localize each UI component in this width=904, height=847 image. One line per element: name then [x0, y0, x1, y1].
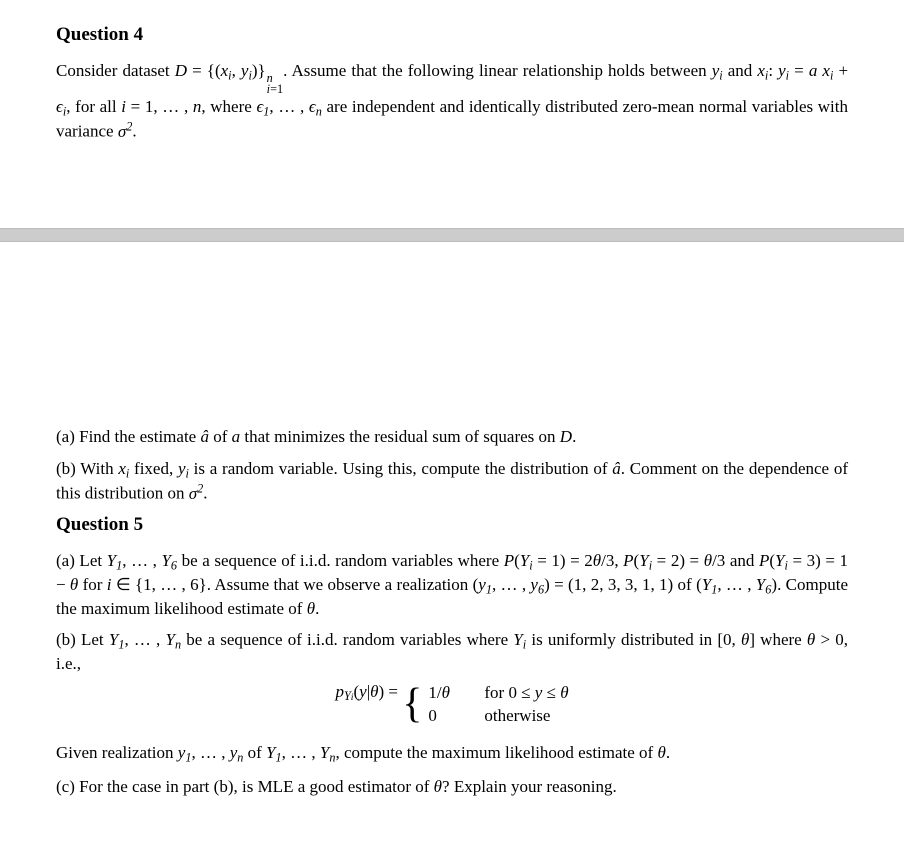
text: . [315, 599, 319, 618]
page-top: Question 4 Consider dataset D = {(xi, yi… [0, 0, 904, 192]
text: . [572, 427, 576, 446]
text: is uniformly distributed in [526, 630, 717, 649]
text: (b) Let [56, 630, 109, 649]
text: , for all [66, 97, 121, 116]
text: for [78, 575, 106, 594]
text: , where [201, 97, 256, 116]
case-val: 0 [428, 705, 466, 728]
text: is a random variable. Using this, comput… [189, 459, 612, 478]
q5-b-formula: pYi(y|θ) = { 1/θ for 0 ≤ y ≤ θ 0 otherwi… [56, 682, 848, 728]
q5-heading: Question 5 [56, 514, 848, 536]
text: Consider dataset [56, 61, 175, 80]
q5-a: (a) Let Y1, … , Y6 be a sequence of i.i.… [56, 550, 848, 619]
text: (b) With [56, 459, 118, 478]
q4-a: (a) Find the estimate â of a that minimi… [56, 426, 848, 447]
text: of [209, 427, 232, 446]
q5-b2: Given realization y1, … , yn of Y1, … , … [56, 742, 848, 766]
text: . Assume that we observe a realization [207, 575, 473, 594]
section-divider [0, 228, 904, 242]
q4-b: (b) With xi fixed, yi is a random variab… [56, 458, 848, 505]
text: and [723, 61, 758, 80]
text: . [203, 484, 207, 503]
q5-b: (b) Let Y1, … , Yn be a sequence of i.i.… [56, 629, 848, 674]
text: and [725, 551, 759, 570]
text: of [673, 575, 696, 594]
page-bottom: (a) Find the estimate â of a that minimi… [0, 402, 904, 846]
text: be a sequence of i.i.d. random variables… [177, 551, 504, 570]
text: (a) Let [56, 551, 107, 570]
case-cond: for 0 ≤ y ≤ θ [484, 682, 568, 705]
text: ? Explain your reasoning. [442, 777, 617, 796]
spacer [0, 192, 904, 228]
text: fixed, [129, 459, 178, 478]
text: Given realization [56, 743, 178, 762]
text: be a sequence of i.i.d. random variables… [181, 630, 513, 649]
text: : [768, 61, 778, 80]
text: . Assume that the following linear relat… [283, 61, 712, 80]
text: (a) Find the estimate [56, 427, 200, 446]
text: . [132, 122, 136, 141]
text: of [243, 743, 266, 762]
text: that minimizes the residual sum of squar… [240, 427, 560, 446]
text: where [755, 630, 807, 649]
q4-intro: Consider dataset D = {(xi, yi)}ni=1. Ass… [56, 60, 848, 142]
q4-heading: Question 4 [56, 24, 848, 46]
text: . [666, 743, 670, 762]
q5-c: (c) For the case in part (b), is MLE a g… [56, 776, 848, 797]
text: , compute the maximum likelihood estimat… [335, 743, 657, 762]
spacer [0, 242, 904, 402]
text: (c) For the case in part (b), is MLE a g… [56, 777, 434, 796]
case-cond: otherwise [484, 705, 550, 728]
